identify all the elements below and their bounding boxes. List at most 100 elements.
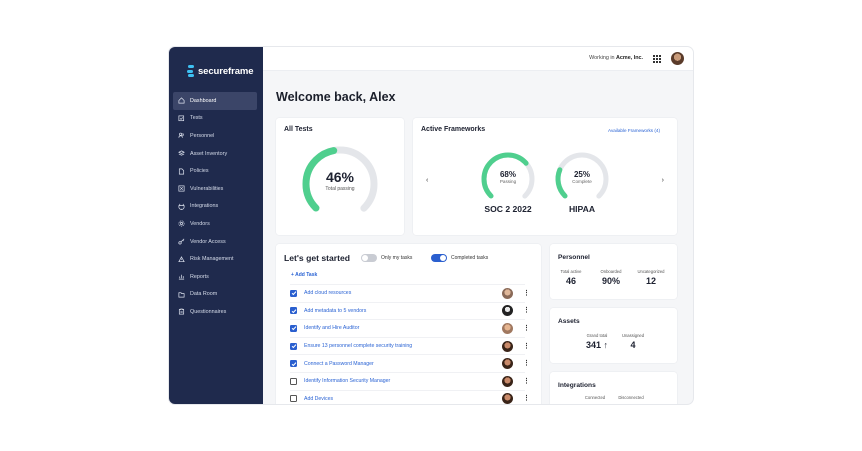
toggle-switch-on[interactable] [431, 254, 447, 262]
task-checkbox[interactable] [290, 360, 297, 368]
add-task-button[interactable]: + Add Task [291, 272, 318, 278]
task-title[interactable]: Add cloud resources [304, 290, 352, 297]
main-content: Welcome back, Alex All Tests 46% Total p… [263, 71, 693, 404]
sidebar-item-label: Personnel [190, 132, 215, 139]
stat-value: 4 [630, 340, 636, 350]
document-icon [177, 167, 185, 175]
workspace-prefix: Working in [589, 55, 617, 61]
sidebar-item-label: Questionnaires [190, 308, 227, 315]
task-row[interactable]: Identify and Hire Auditor ⋮ [290, 319, 530, 337]
personnel-card[interactable]: Personnel Total active 46 Onboarded 90% … [550, 244, 677, 299]
sidebar-item-vendor-access[interactable]: Vendor Access [173, 233, 257, 251]
sidebar-item-label: Vendors [190, 220, 210, 227]
task-row[interactable]: Identify Information Security Manager ⋮ [290, 372, 530, 390]
logo[interactable]: secureframe [187, 65, 254, 77]
folder-icon [177, 290, 185, 298]
workspace-indicator[interactable]: Working in Acme, Inc. [589, 55, 643, 61]
integrations-title: Integrations [558, 382, 596, 389]
sidebar-item-asset-inventory[interactable]: Asset Inventory [173, 145, 257, 163]
sidebar-item-data-room[interactable]: Data Room [173, 286, 257, 304]
sidebar-item-risk-management[interactable]: Risk Management [173, 250, 257, 268]
assignee-avatar[interactable] [502, 340, 513, 352]
task-row[interactable]: Add cloud resources ⋮ [290, 284, 530, 302]
all-tests-gauge [302, 146, 378, 222]
assignee-avatar[interactable] [502, 305, 513, 317]
sidebar-item-personnel[interactable]: Personnel [173, 127, 257, 145]
home-icon [177, 97, 185, 105]
assignee-avatar[interactable] [502, 375, 513, 387]
all-tests-title: All Tests [284, 126, 313, 133]
stat-value: 12 [645, 276, 656, 286]
more-options-icon[interactable]: ⋮ [523, 289, 530, 297]
workspace-name: Acme, Inc. [616, 55, 643, 61]
toggle-switch-off[interactable] [361, 254, 377, 262]
assignee-avatar[interactable] [502, 322, 513, 334]
task-checkbox[interactable] [290, 377, 297, 385]
logo-mark-icon [187, 65, 194, 77]
app-grid-icon[interactable] [653, 55, 661, 63]
available-frameworks-link[interactable]: Available Frameworks (4) [608, 128, 660, 133]
getting-started-title: Let's get started [284, 253, 351, 263]
page-title: Welcome back, Alex [276, 90, 396, 104]
more-options-icon[interactable]: ⋮ [523, 307, 530, 315]
chevron-left-icon[interactable]: ‹ [426, 177, 429, 184]
task-checkbox[interactable] [290, 395, 297, 403]
stat-total-active: Total active 46 [554, 269, 588, 286]
integrations-card[interactable]: Integrations Connected Disconnected [550, 372, 677, 404]
framework-hipaa[interactable]: 25% Complete [554, 151, 610, 207]
sidebar-item-label: Data Room [190, 291, 218, 298]
gear-icon [177, 220, 185, 228]
assignee-avatar[interactable] [502, 358, 513, 370]
sidebar-item-vendors[interactable]: Vendors [173, 215, 257, 233]
task-row[interactable]: Ensure 13 personnel complete security tr… [290, 336, 530, 355]
soc2-gauge [481, 152, 535, 206]
task-checkbox[interactable] [290, 307, 297, 315]
task-title[interactable]: Identify Information Security Manager [304, 378, 391, 385]
task-checkbox[interactable] [290, 342, 297, 350]
sidebar-item-policies[interactable]: Policies [173, 162, 257, 180]
check-icon [291, 326, 296, 331]
task-row[interactable]: Connect a Password Manager ⋮ [290, 354, 530, 372]
task-title[interactable]: Ensure 13 personnel complete security tr… [304, 343, 413, 350]
toggle-only-my-tasks[interactable]: Only my tasks [361, 254, 412, 262]
task-row[interactable]: Add metadata to 5 vendors ⋮ [290, 301, 530, 320]
task-checkbox[interactable] [290, 289, 297, 297]
sidebar-item-vulnerabilities[interactable]: Vulnerabilities [173, 180, 257, 198]
toggle-completed-tasks[interactable]: Completed tasks [431, 254, 488, 262]
task-title[interactable]: Add Devices [304, 395, 334, 402]
assignee-avatar[interactable] [502, 287, 513, 299]
more-options-icon[interactable]: ⋮ [523, 342, 530, 350]
chevron-right-icon[interactable]: › [661, 177, 664, 184]
sidebar-item-integrations[interactable]: Integrations [173, 198, 257, 216]
more-options-icon[interactable]: ⋮ [523, 395, 530, 403]
stat-onboarded: Onboarded 90% [594, 269, 628, 286]
task-title[interactable]: Connect a Password Manager [304, 360, 374, 367]
more-options-icon[interactable]: ⋮ [523, 377, 530, 385]
task-title[interactable]: Identify and Hire Auditor [304, 325, 360, 332]
key-icon [177, 238, 185, 246]
sidebar-item-tests[interactable]: Tests [173, 110, 257, 128]
stat-unassigned: Unassigned 4 [616, 333, 650, 350]
sidebar-item-label: Vulnerabilities [190, 185, 224, 192]
sidebar-item-questionnaires[interactable]: Questionnaires [173, 303, 257, 321]
task-row[interactable]: Add Devices ⋮ [290, 389, 530, 404]
all-tests-card[interactable]: All Tests 46% Total passing [276, 118, 404, 235]
framework-soc2[interactable]: 68% Passing [480, 151, 536, 207]
sidebar: secureframe Dashboard Tests Personnel Asset… [169, 47, 263, 404]
stack-icon [177, 150, 185, 158]
sidebar-nav: Dashboard Tests Personnel Asset Inventory Po… [173, 92, 257, 321]
sidebar-item-dashboard[interactable]: Dashboard [173, 92, 257, 110]
user-avatar[interactable] [670, 51, 685, 66]
task-checkbox[interactable] [290, 324, 297, 332]
assets-card[interactable]: Assets Grand total 341 ↑ Unassigned 4 [550, 308, 677, 363]
sidebar-item-label: Reports [190, 273, 209, 280]
sidebar-item-reports[interactable]: Reports [173, 268, 257, 286]
more-options-icon[interactable]: ⋮ [523, 360, 530, 368]
personnel-title: Personnel [558, 254, 590, 261]
chart-icon [177, 273, 185, 281]
clipboard-icon [177, 308, 185, 316]
all-tests-label: Total passing [325, 186, 355, 192]
task-title[interactable]: Add metadata to 5 vendors [304, 307, 367, 314]
more-options-icon[interactable]: ⋮ [523, 324, 530, 332]
assignee-avatar[interactable] [502, 393, 513, 404]
